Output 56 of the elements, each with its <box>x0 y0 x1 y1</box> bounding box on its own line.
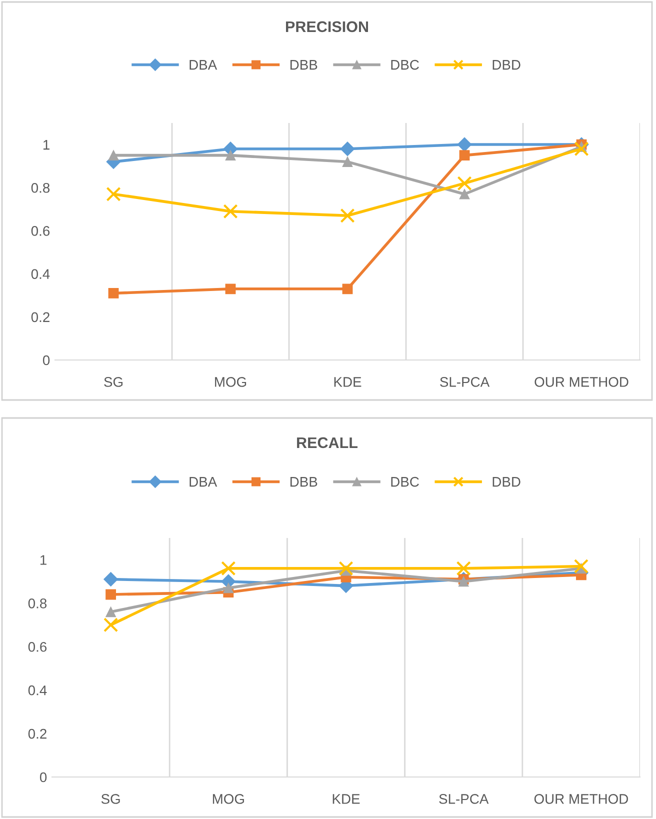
legend-label: DBD <box>492 477 520 487</box>
point <box>342 156 353 167</box>
point <box>108 288 119 298</box>
point <box>456 561 471 576</box>
x-tick-label: MOG <box>215 377 246 387</box>
y-tick-label: 1 <box>40 555 46 565</box>
point <box>104 572 118 587</box>
legend-label: DBD <box>492 60 520 70</box>
legend-label: DBA <box>190 60 218 70</box>
point <box>574 142 589 156</box>
point <box>225 150 236 161</box>
y-tick-label: 0 <box>42 355 50 366</box>
point <box>106 589 116 600</box>
point <box>225 284 236 294</box>
point <box>223 204 238 219</box>
legend-label: DBA <box>190 477 218 487</box>
y-tick-label: 0.4 <box>31 269 50 279</box>
x-tick-label: OUR METHOD <box>534 794 628 804</box>
x-tick-label: SG <box>101 794 120 804</box>
x-tick-label: KDE <box>334 377 362 387</box>
y-tick-label: 0.2 <box>31 312 50 322</box>
point <box>338 561 354 576</box>
y-tick-label: 0.4 <box>28 685 47 696</box>
legend-label: DBC <box>391 476 419 487</box>
legend-label: DBB <box>290 60 318 70</box>
y-tick-label: 0.8 <box>28 598 47 608</box>
point <box>459 150 470 161</box>
x-tick-label: OUR METHOD <box>534 377 628 387</box>
point <box>574 558 588 574</box>
legend-label: DBB <box>290 477 318 487</box>
x-tick-label: KDE <box>332 794 360 804</box>
point <box>106 606 116 618</box>
point <box>104 618 118 632</box>
chart-title: PRECISION <box>286 21 368 32</box>
point <box>457 137 472 152</box>
point <box>340 208 355 223</box>
point <box>457 176 472 191</box>
point <box>106 186 121 202</box>
y-tick-label: 1 <box>43 140 50 150</box>
point <box>221 561 236 576</box>
point <box>340 142 355 156</box>
y-tick-label: 0 <box>40 772 47 782</box>
legend-label: DBC <box>391 60 419 70</box>
y-tick-label: 0.8 <box>31 182 50 193</box>
point <box>108 150 119 161</box>
y-tick-label: 0.6 <box>28 642 47 652</box>
chart-title: RECALL <box>297 437 358 448</box>
x-tick-label: MOG <box>212 794 244 804</box>
point <box>223 582 234 594</box>
point <box>459 188 470 200</box>
y-tick-label: 0.2 <box>28 728 46 739</box>
x-tick-label: SL-PCA <box>440 377 490 387</box>
y-tick-label: 0.6 <box>31 226 50 236</box>
x-tick-label: SG <box>104 377 122 387</box>
x-tick-label: SL-PCA <box>439 794 489 804</box>
point <box>342 284 353 294</box>
